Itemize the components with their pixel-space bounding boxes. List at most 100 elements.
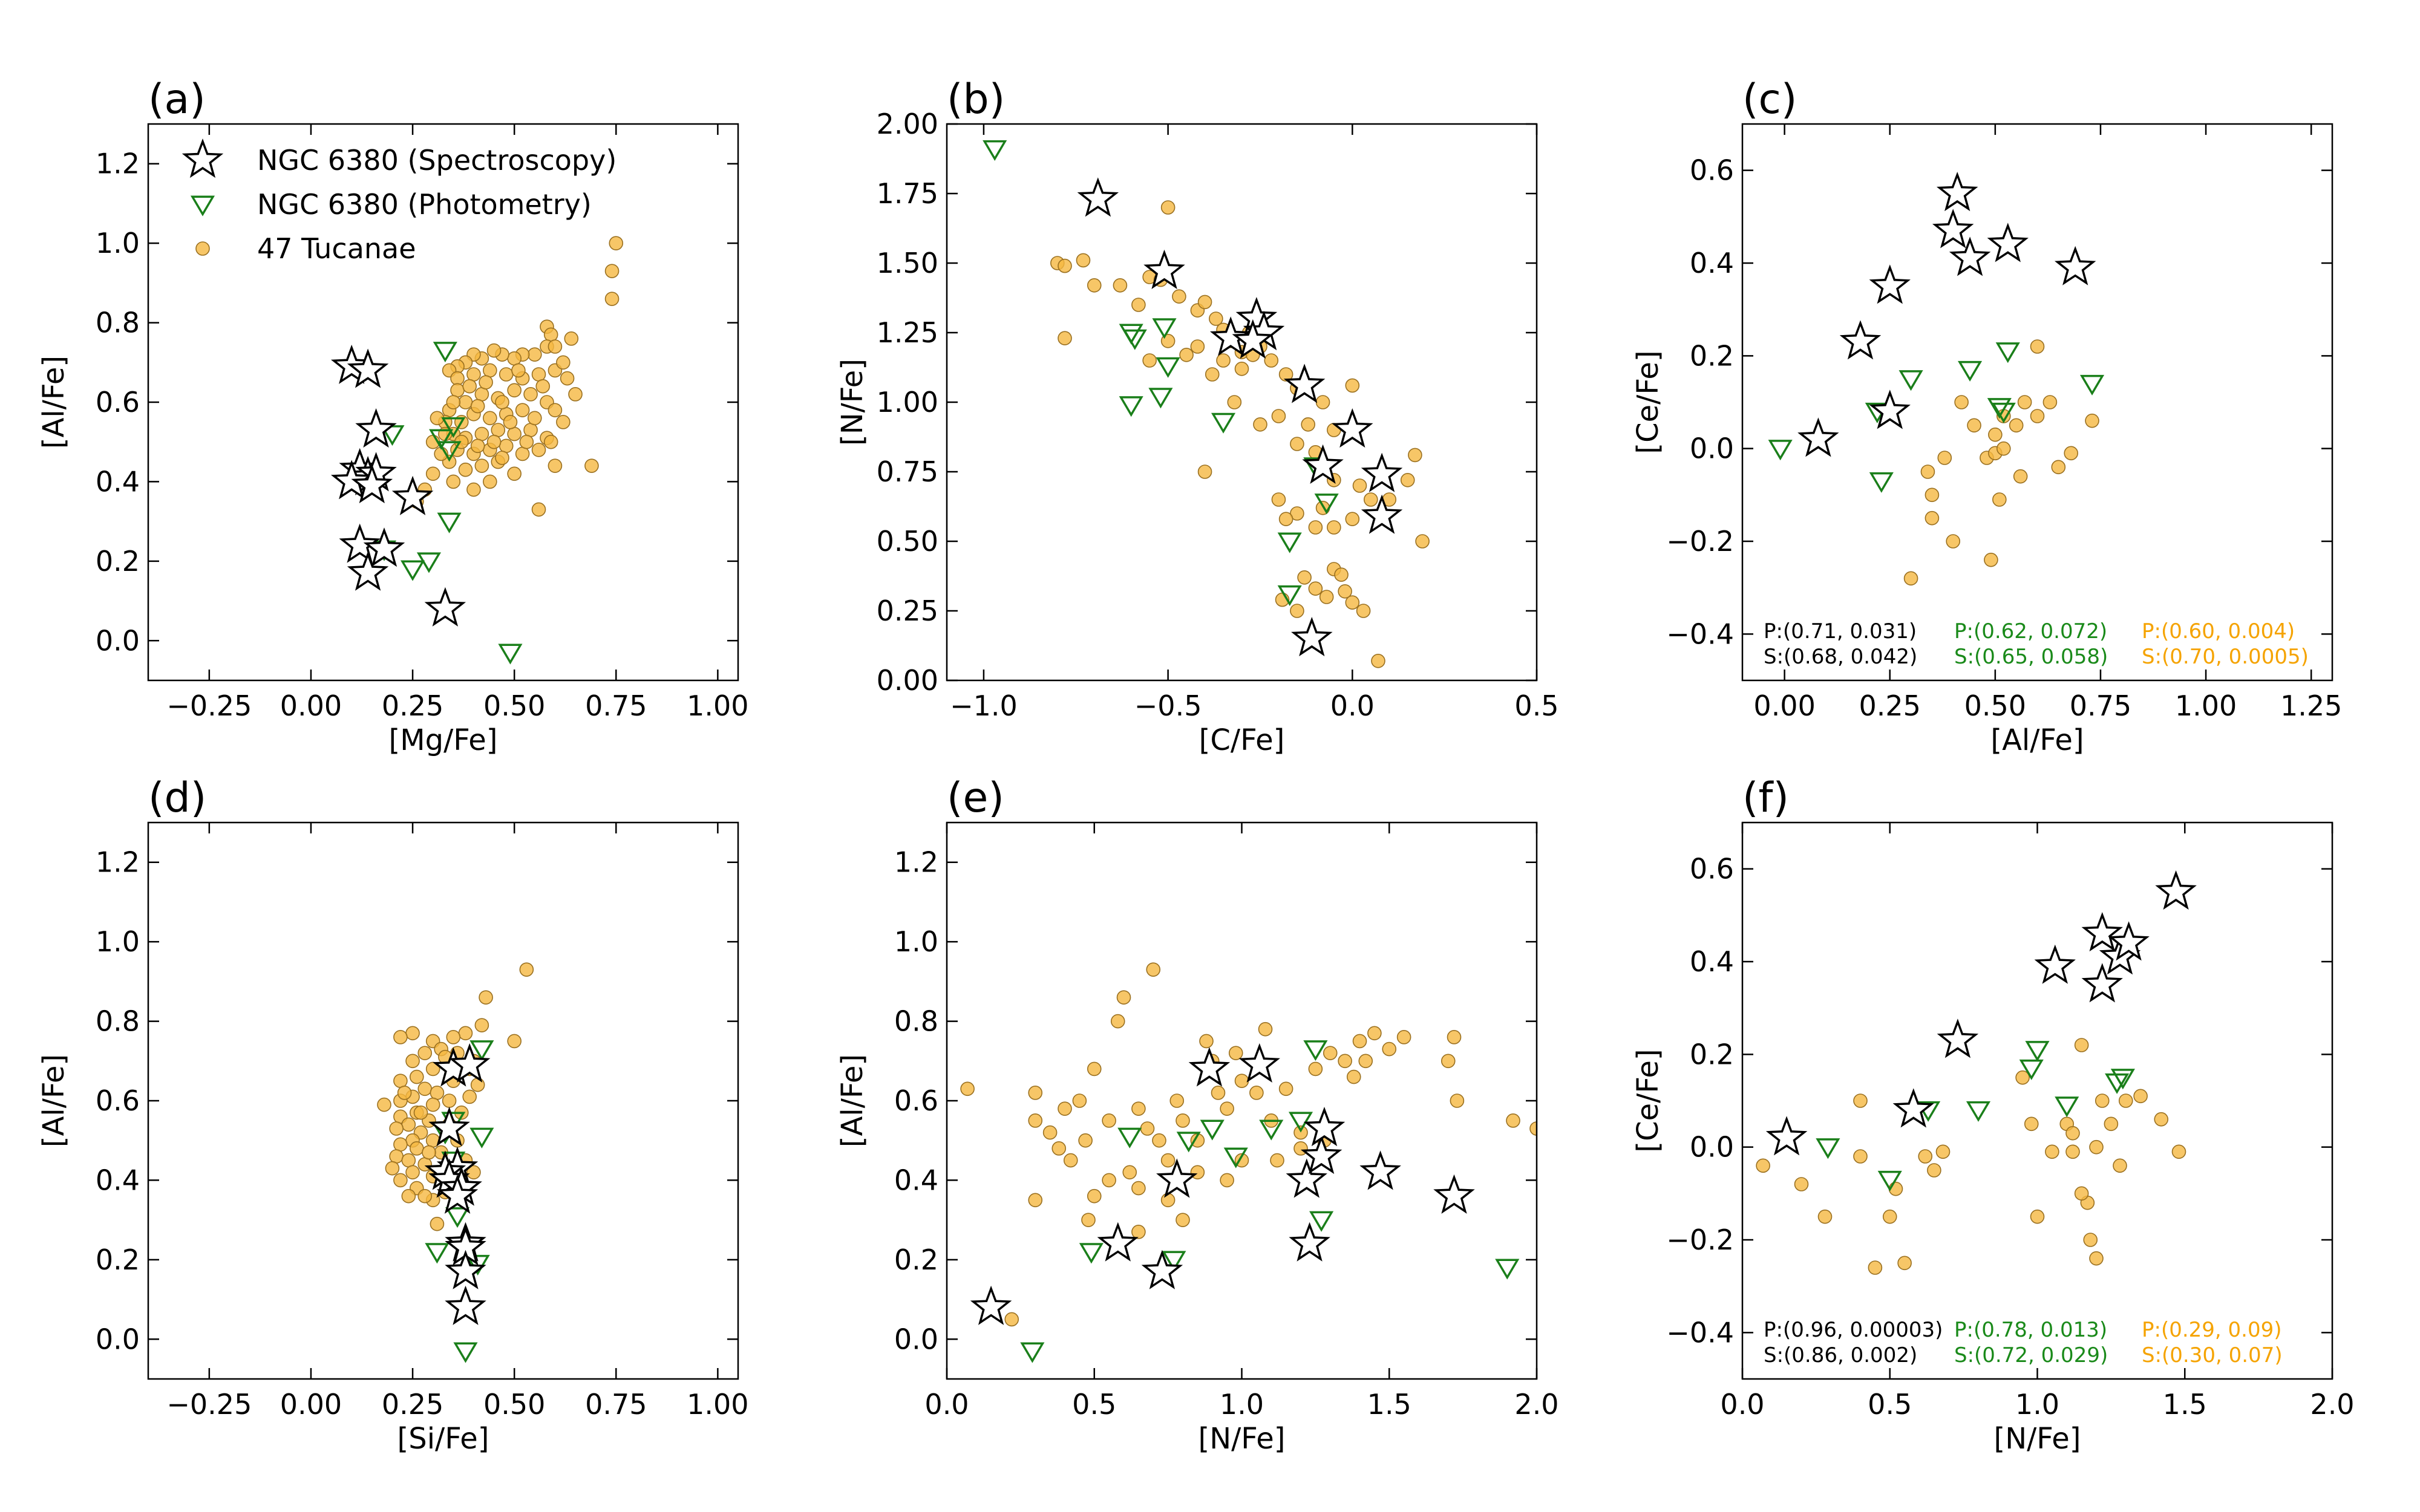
- plot-area: [960, 962, 1537, 1363]
- data-point-circle: [1197, 464, 1212, 479]
- series-star: [424, 1043, 491, 1325]
- data-point-triangle: [1768, 440, 1793, 461]
- panel-b: (b) −1.0 −0.5 0.0 0.5 0.00 0.25 0.50 0.75 1.00 1.2…: [836, 76, 1559, 757]
- data-point-circle: [1903, 571, 1918, 586]
- data-point-star: [1156, 1158, 1198, 1198]
- data-point-star: [391, 475, 434, 515]
- data-point-circle: [1216, 353, 1231, 368]
- series-triangle: [1816, 1041, 2135, 1191]
- data-point-circle: [1352, 478, 1367, 493]
- data-point-circle: [1794, 1177, 1809, 1191]
- data-point-circle: [1072, 1093, 1087, 1108]
- data-point-circle: [1209, 311, 1223, 326]
- data-point-circle: [584, 458, 599, 473]
- data-point-circle: [1396, 1030, 1411, 1044]
- data-point-triangle: [429, 429, 454, 450]
- y-tick-label: 0.2: [1690, 339, 1734, 372]
- data-point-star: [445, 1285, 486, 1325]
- data-point-circle: [1925, 510, 1940, 526]
- data-point-triangle: [441, 417, 466, 438]
- data-point-star: [1332, 408, 1373, 448]
- data-point-circle: [2083, 1233, 2098, 1247]
- y-tick-label: 0.6: [96, 386, 140, 419]
- data-point-circle: [1131, 1181, 1146, 1196]
- data-point-circle: [1882, 1209, 1897, 1224]
- data-point-triangle: [1966, 1101, 1991, 1122]
- data-point-circle: [543, 327, 558, 342]
- data-point-circle: [425, 1097, 440, 1112]
- data-point-circle: [507, 426, 522, 442]
- data-point-circle: [466, 367, 481, 382]
- legend-marker-circle: [195, 241, 210, 256]
- data-point-circle: [405, 1054, 420, 1069]
- data-point-circle: [515, 446, 530, 461]
- data-point-circle: [1042, 1125, 1058, 1140]
- data-point-circle: [1345, 512, 1360, 527]
- data-point-triangle: [425, 1243, 450, 1264]
- stat-pearson: P:(0.78, 0.013): [1954, 1318, 2107, 1342]
- data-point-triangle: [1152, 318, 1177, 339]
- data-point-star: [1238, 1043, 1280, 1083]
- data-point-triangle: [1020, 1342, 1045, 1363]
- data-point-star: [1286, 1158, 1327, 1198]
- y-axis-label: [Al/Fe]: [37, 1054, 71, 1147]
- y-tick-label: 0.00: [877, 664, 938, 697]
- series-triangle: [983, 140, 1339, 607]
- data-point-triangle: [1869, 472, 1894, 493]
- data-point-circle: [397, 1086, 412, 1100]
- data-point-circle: [479, 375, 493, 389]
- data-point-triangle: [1495, 1259, 1520, 1280]
- x-tick-label: 0.50: [1964, 689, 2026, 722]
- data-point-triangle: [469, 1127, 494, 1149]
- data-point-circle: [466, 482, 481, 497]
- data-point-circle: [1249, 1086, 1264, 1100]
- data-point-circle: [430, 1216, 445, 1231]
- data-point-circle: [519, 434, 534, 449]
- x-axis-label: [Al/Fe]: [1990, 723, 2084, 757]
- y-tick-label: 1.50: [877, 247, 938, 279]
- x-tick-label: 0.0: [924, 1388, 969, 1421]
- y-tick-label: 0.4: [96, 465, 140, 498]
- data-point-circle: [531, 502, 546, 517]
- series-star: [330, 344, 466, 627]
- data-point-circle: [499, 367, 514, 382]
- data-point-circle: [2065, 1126, 2080, 1141]
- data-point-circle: [515, 403, 530, 417]
- data-point-circle: [2009, 418, 2024, 433]
- data-point-circle: [483, 474, 497, 489]
- x-tick-label: 0.50: [483, 1388, 545, 1421]
- data-point-circle: [2113, 1158, 2127, 1173]
- data-point-circle: [1984, 552, 1998, 567]
- x-tick-label: −0.5: [1134, 689, 1202, 722]
- y-tick-label: 0.0: [96, 624, 140, 657]
- data-point-circle: [1102, 1113, 1116, 1128]
- data-point-circle: [442, 1093, 457, 1108]
- data-point-star: [436, 1174, 479, 1214]
- data-point-circle: [1988, 427, 2003, 442]
- data-point-circle: [1220, 1173, 1234, 1188]
- data-point-circle: [1345, 595, 1360, 610]
- x-tick-label: 0.75: [585, 689, 647, 722]
- data-point-star: [2155, 870, 2197, 910]
- data-point-triangle: [437, 512, 462, 533]
- data-point-circle: [1160, 200, 1176, 215]
- data-point-circle: [1996, 441, 2011, 456]
- data-point-circle: [556, 415, 571, 429]
- data-point-star: [1839, 320, 1882, 360]
- data-point-circle: [523, 387, 538, 402]
- data-point-circle: [470, 399, 485, 414]
- plot-area: [983, 140, 1430, 668]
- x-tick-label: −0.25: [166, 1388, 252, 1421]
- data-point-circle: [1131, 298, 1146, 312]
- y-tick-label: 1.2: [894, 846, 938, 879]
- x-tick-label: 0.75: [2070, 689, 2131, 722]
- data-point-triangle: [1148, 388, 1173, 409]
- data-point-circle: [2030, 409, 2045, 423]
- data-point-star: [2108, 921, 2150, 961]
- x-tick-label: 0.5: [1072, 1388, 1116, 1421]
- data-point-circle: [1028, 1193, 1043, 1208]
- series-star: [970, 1043, 1475, 1325]
- data-point-circle: [2089, 1139, 2104, 1155]
- data-point-triangle: [445, 1207, 470, 1228]
- data-point-circle: [548, 403, 563, 417]
